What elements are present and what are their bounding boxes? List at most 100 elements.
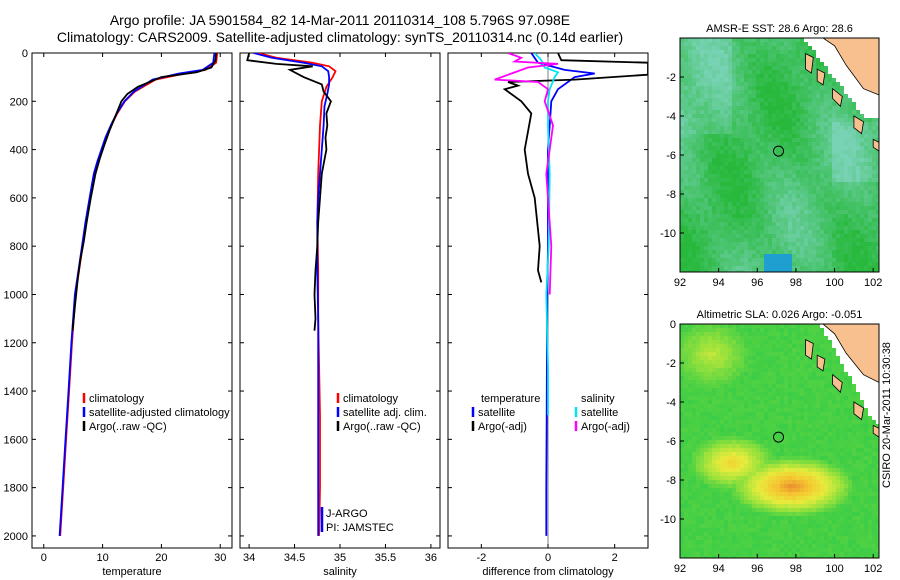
map-cell bbox=[764, 42, 769, 47]
map-cell bbox=[752, 106, 757, 111]
map-cell bbox=[836, 376, 841, 381]
map-cell bbox=[844, 400, 849, 405]
map-cell bbox=[768, 134, 773, 139]
map-cell bbox=[760, 336, 765, 341]
map-cell bbox=[792, 344, 797, 349]
map-cell bbox=[800, 400, 805, 405]
map-cell bbox=[740, 460, 745, 465]
map-cell bbox=[868, 388, 873, 393]
map-cell bbox=[704, 226, 709, 231]
map-cell bbox=[712, 372, 717, 377]
map-cell bbox=[736, 262, 741, 267]
map-cell bbox=[836, 368, 841, 373]
map-x-tick-label: 94 bbox=[713, 277, 725, 289]
map-cell bbox=[752, 130, 757, 135]
map-cell bbox=[828, 380, 833, 385]
map-cell bbox=[716, 130, 721, 135]
map-cell bbox=[736, 428, 741, 433]
profile-panel-1: 0 10 20 30020040060080010001200140016001800… bbox=[4, 48, 233, 578]
map-cell bbox=[684, 250, 689, 255]
map-cell bbox=[796, 258, 801, 263]
map-cell bbox=[688, 142, 693, 147]
map-cell bbox=[724, 198, 729, 203]
map-cell bbox=[832, 254, 837, 259]
map-cell bbox=[812, 138, 817, 143]
map-cell bbox=[852, 206, 857, 211]
map-cell bbox=[836, 198, 841, 203]
map-cell bbox=[796, 404, 801, 409]
map-cell bbox=[812, 42, 817, 47]
map-cell bbox=[708, 352, 713, 357]
map-cell bbox=[724, 90, 729, 95]
map-cell bbox=[804, 388, 809, 393]
map-cell bbox=[832, 50, 837, 55]
map-cell bbox=[772, 110, 777, 115]
map-cell bbox=[724, 226, 729, 231]
map-cell bbox=[828, 182, 833, 187]
y-tick-label: 1400 bbox=[4, 386, 28, 398]
map-cell bbox=[776, 58, 781, 63]
map-cell bbox=[696, 130, 701, 135]
map-cell bbox=[828, 266, 833, 271]
map-cell bbox=[760, 182, 765, 187]
map-cell bbox=[776, 202, 781, 207]
map-cell bbox=[816, 428, 821, 433]
map-cell bbox=[828, 258, 833, 263]
map-cell bbox=[804, 190, 809, 195]
map-cell bbox=[796, 222, 801, 227]
map-cell bbox=[692, 166, 697, 171]
map-cell bbox=[772, 246, 777, 251]
map-cell bbox=[708, 234, 713, 239]
map-cell bbox=[720, 90, 725, 95]
map-cell bbox=[704, 242, 709, 247]
map-cell bbox=[840, 162, 845, 167]
map-cell bbox=[816, 86, 821, 91]
map-cell bbox=[740, 222, 745, 227]
map-cell bbox=[800, 238, 805, 243]
map-cell bbox=[832, 46, 837, 51]
map-cell bbox=[836, 170, 841, 175]
map-cell bbox=[744, 388, 749, 393]
map-cell bbox=[868, 404, 873, 409]
map-cell bbox=[784, 210, 789, 215]
map-cell bbox=[824, 182, 829, 187]
map-cell bbox=[752, 70, 757, 75]
map-cell bbox=[760, 424, 765, 429]
map-cell bbox=[828, 218, 833, 223]
map-cell bbox=[852, 230, 857, 235]
map-cell bbox=[816, 50, 821, 55]
map-cell bbox=[784, 70, 789, 75]
map-cell bbox=[860, 110, 865, 115]
map-cell bbox=[796, 250, 801, 255]
map-cell bbox=[752, 372, 757, 377]
map-cell bbox=[748, 452, 753, 457]
map-cell bbox=[840, 388, 845, 393]
map-cell bbox=[764, 98, 769, 103]
map-cell bbox=[776, 182, 781, 187]
map-cell bbox=[804, 134, 809, 139]
map-cell bbox=[848, 372, 853, 377]
map-cell bbox=[756, 174, 761, 179]
map-cell bbox=[692, 82, 697, 87]
map-cell bbox=[872, 416, 877, 421]
map-cell bbox=[744, 110, 749, 115]
map-cell bbox=[864, 202, 869, 207]
legend-sal-satellite: satellite bbox=[581, 407, 618, 419]
map-cell bbox=[720, 364, 725, 369]
map-cell bbox=[772, 444, 777, 449]
map-cell bbox=[704, 234, 709, 239]
map-cell bbox=[700, 210, 705, 215]
legend-satellite: satellite-adjusted climatology bbox=[89, 407, 230, 419]
map-cell bbox=[720, 150, 725, 155]
map-cell bbox=[748, 468, 753, 473]
map-cell bbox=[696, 218, 701, 223]
map-cell bbox=[868, 226, 873, 231]
map-cell bbox=[776, 214, 781, 219]
map-cell bbox=[780, 344, 785, 349]
map-cell bbox=[800, 340, 805, 345]
map-cell bbox=[708, 456, 713, 461]
map-cell bbox=[756, 444, 761, 449]
map-cell bbox=[736, 348, 741, 353]
map-cell bbox=[748, 428, 753, 433]
map-cell bbox=[836, 194, 841, 199]
